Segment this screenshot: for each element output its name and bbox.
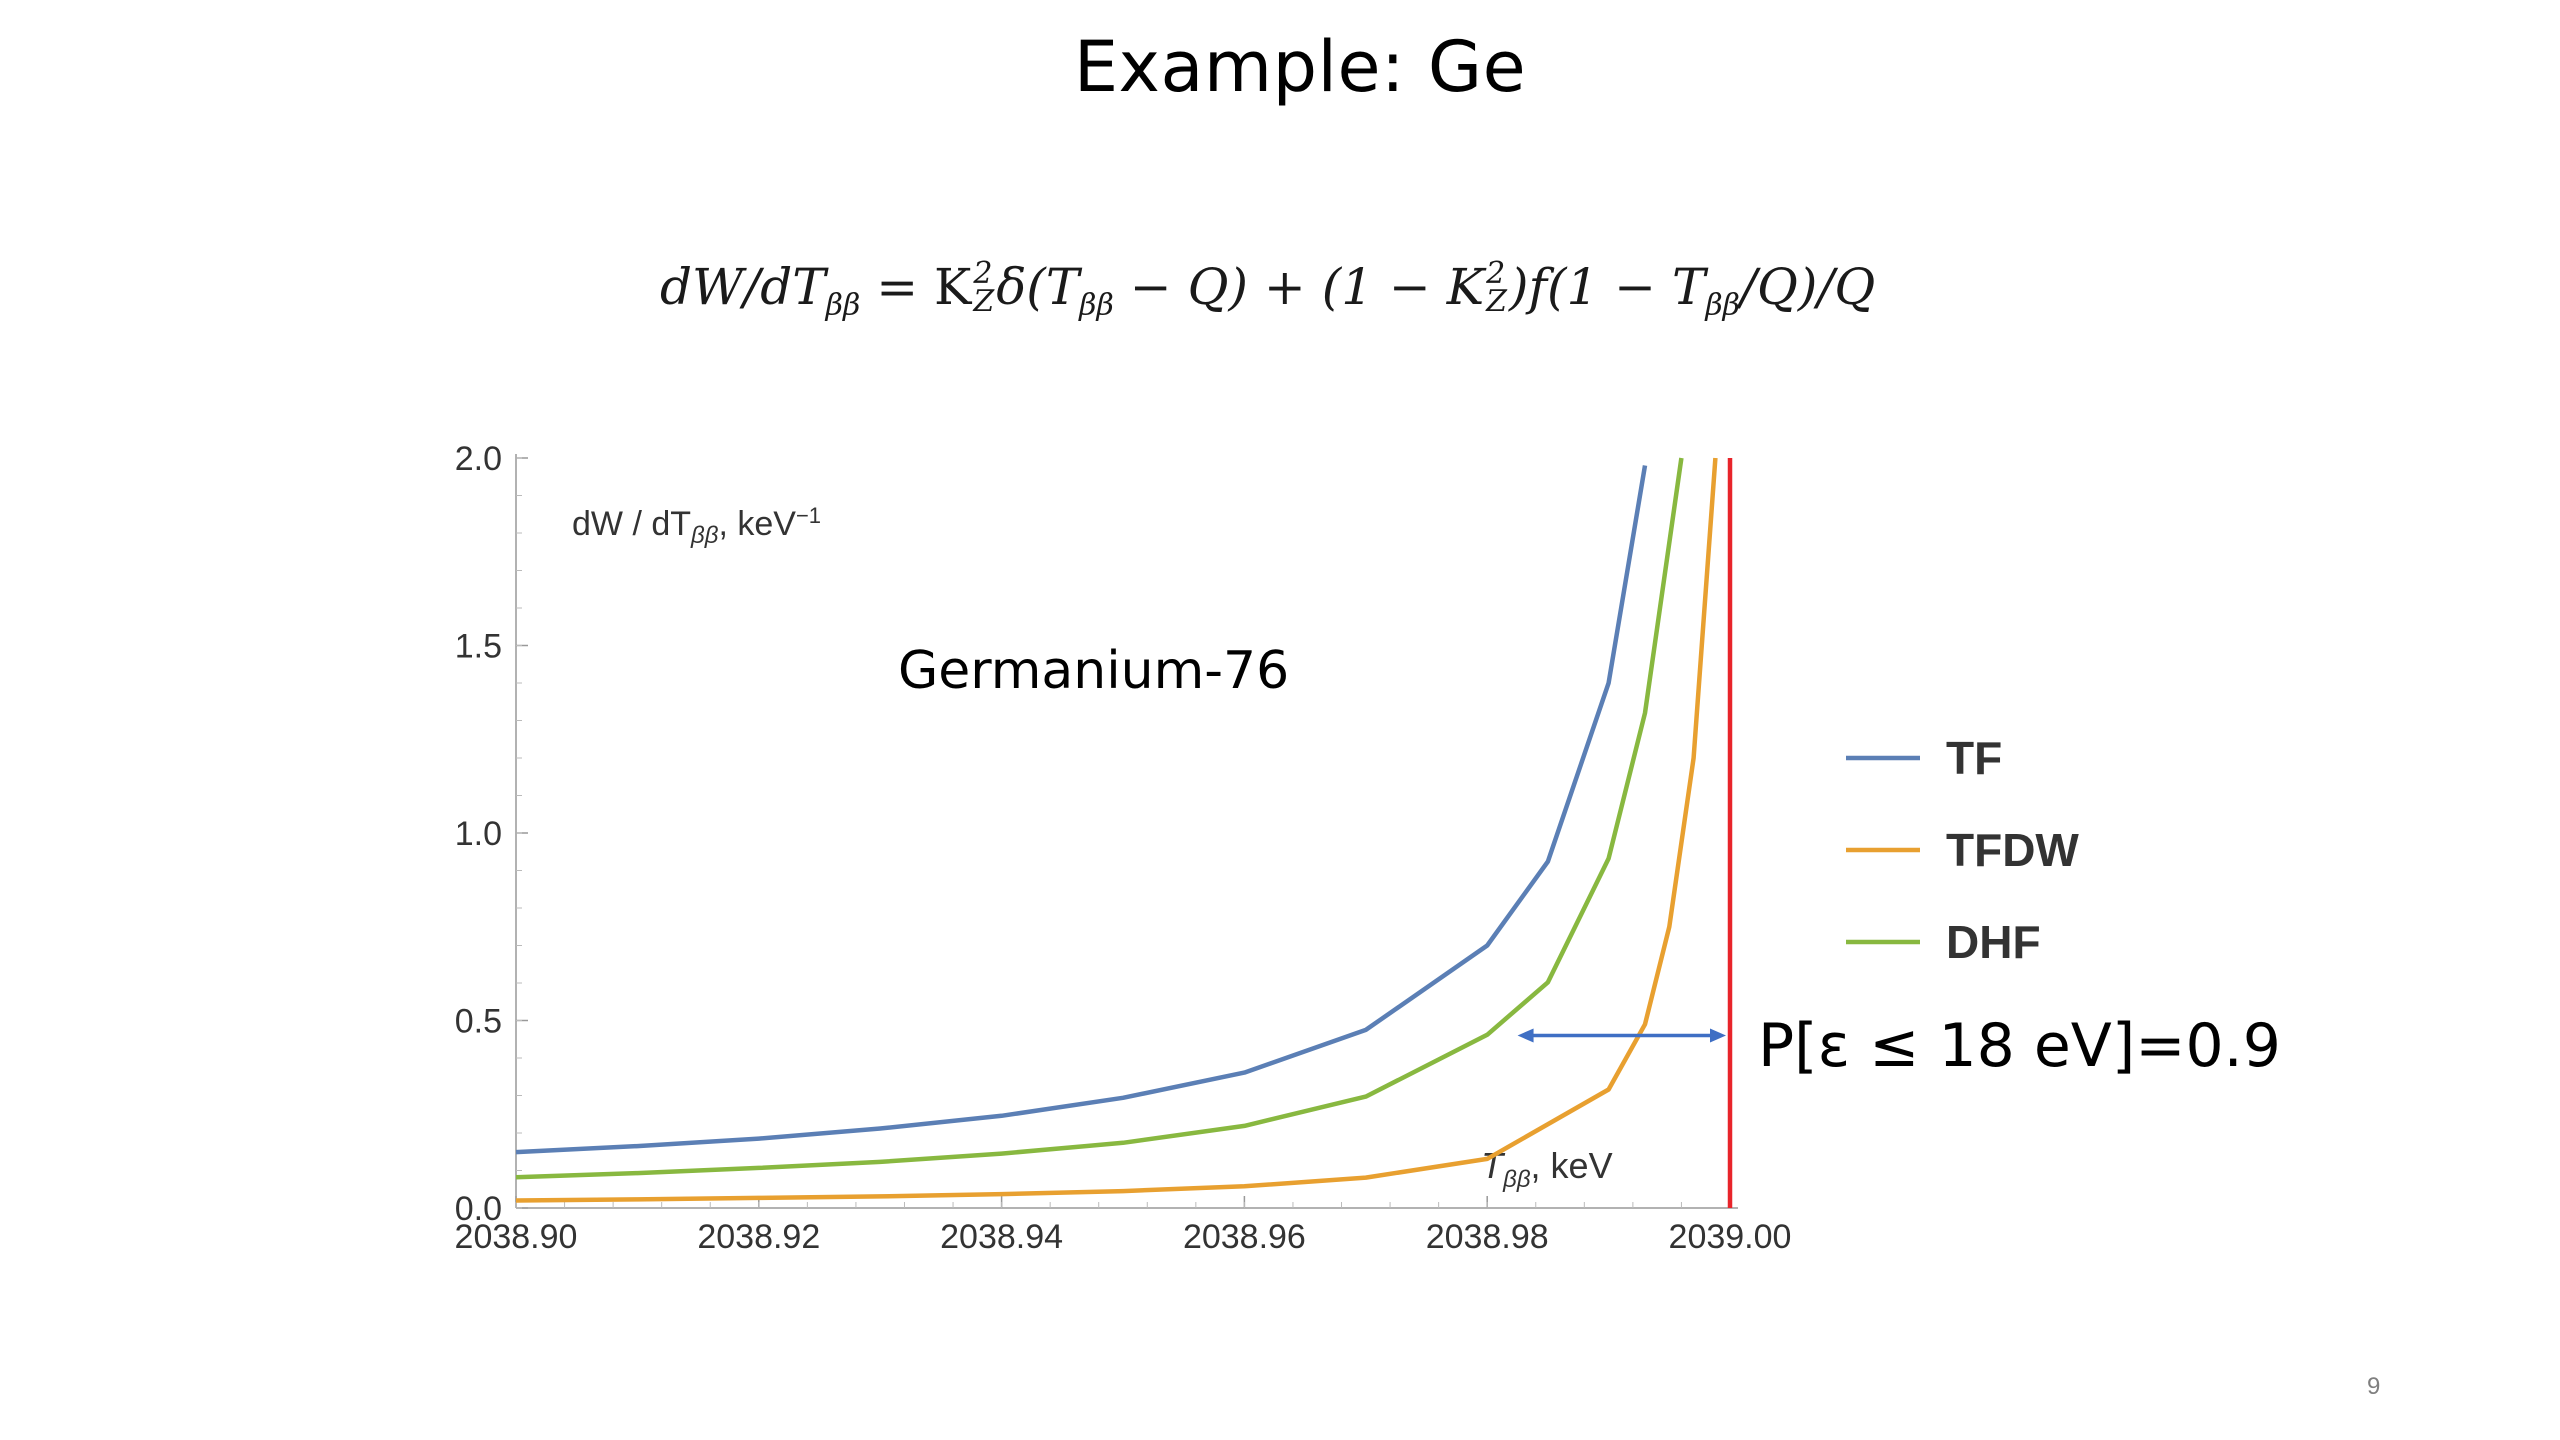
x-axis-label: Tββ, keV: [1481, 1145, 1612, 1193]
probability-label: P[ε ≤ 18 eV]=0.9: [1758, 1011, 2281, 1081]
y-tick-label: 2.0: [455, 440, 502, 478]
x-tick-label: 2039.00: [1669, 1218, 1792, 1256]
formula-lhs: dW/dT: [660, 258, 826, 316]
y-tick-label: 1.0: [455, 815, 502, 853]
series-layer: [515, 457, 1733, 1208]
formula-sub-2: ββ: [1079, 288, 1114, 323]
annotation-layer: Germanium-76 P[ε ≤ 18 eV]=0.9: [898, 641, 2281, 1081]
arrow-head-right: [1710, 1028, 1726, 1043]
nucleus-label: Germanium-76: [898, 641, 1289, 701]
formula-subz-2: Z: [1486, 284, 1507, 319]
x-tick-label: 2038.94: [940, 1218, 1063, 1256]
formula-sup-2: 2: [1486, 255, 1506, 291]
series-line-tf: [515, 465, 1648, 1155]
y-axis-label: dW / dTββ, keV−1: [572, 503, 821, 549]
formula-mid: − Q) + (1 − K: [1113, 258, 1485, 316]
formula-sup-1: 2: [973, 255, 993, 291]
formula-eq: = K: [860, 258, 972, 316]
formula-sub-3: ββ: [1705, 288, 1740, 323]
y-tick-label: 0.0: [455, 1190, 502, 1228]
formula-sub-1: ββ: [825, 288, 861, 323]
formula-delta: δ(T: [996, 258, 1080, 316]
slide-title: Example: Ge: [1073, 26, 1527, 108]
series-line-tfdw: [515, 457, 1718, 1203]
formula-f: )f(1 − T: [1508, 258, 1706, 316]
x-tick-label: 2038.92: [697, 1218, 820, 1256]
legend-label-dhf: DHF: [1946, 916, 2041, 968]
legend-label-tf: TF: [1946, 732, 2002, 784]
x-tick-label: 2038.98: [1426, 1218, 1549, 1256]
legend: TF TFDW DHF: [1846, 732, 2079, 968]
y-tick-label: 0.5: [455, 1003, 502, 1041]
page-number: 9: [2367, 1373, 2381, 1400]
series-line-dhf: [515, 457, 1684, 1180]
arrow-head-left: [1517, 1028, 1534, 1043]
x-tick-label: 2038.96: [1183, 1218, 1306, 1256]
formula-end: /Q)/Q: [1740, 258, 1876, 316]
axes-layer: 0.0 0.5 1.0 1.5 2.0 2038.90 2038.92 2038.94 2038…: [455, 440, 1792, 1256]
x-tick-label: 2038.90: [455, 1218, 578, 1256]
formula-subz-1: Z: [973, 284, 995, 319]
legend-label-tfdw: TFDW: [1946, 824, 2079, 876]
y-tick-label: 1.5: [455, 628, 502, 666]
